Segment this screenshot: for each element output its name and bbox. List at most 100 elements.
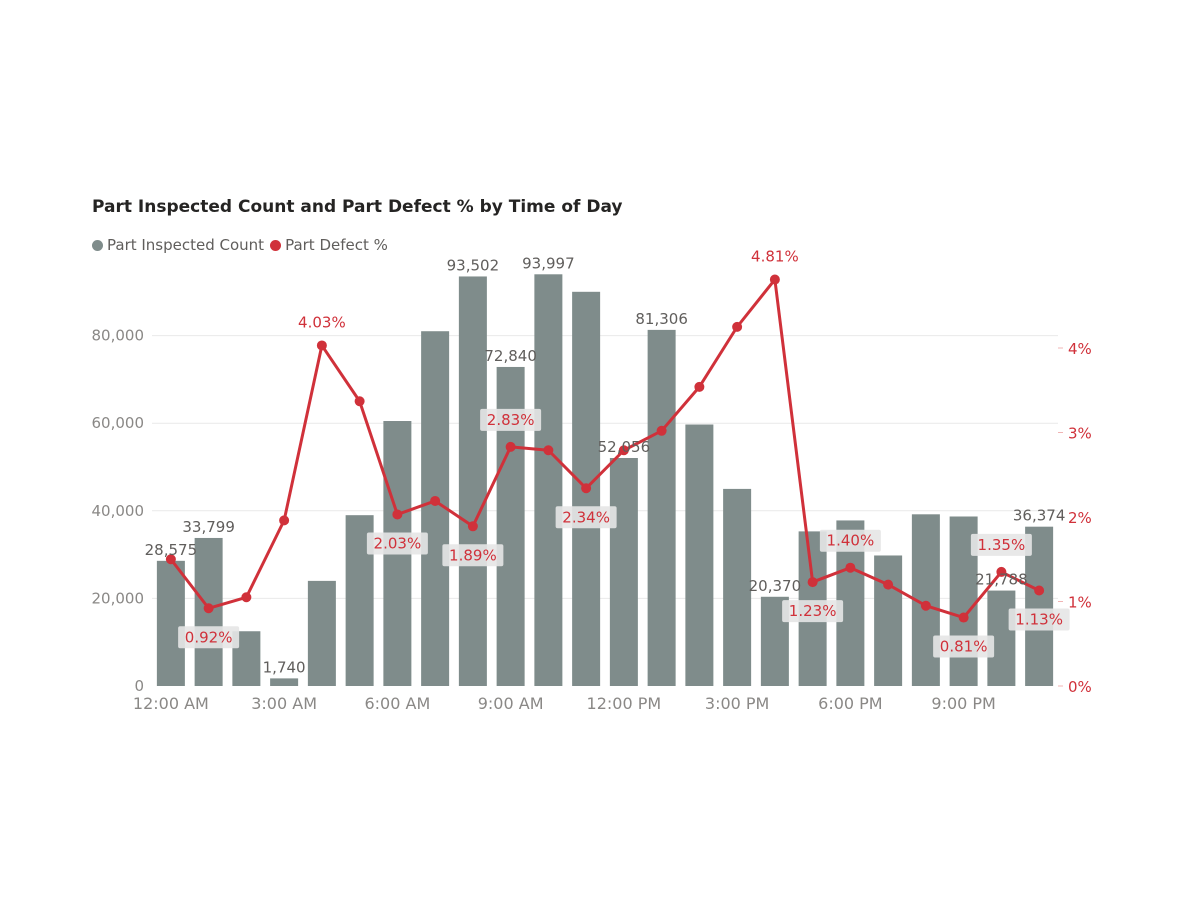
bar[interactable] (723, 488, 752, 686)
y-left-tick-label: 0 (134, 677, 144, 695)
line-point[interactable] (883, 579, 894, 590)
bars (156, 274, 1054, 686)
legend-marker-defect (270, 239, 282, 251)
x-tick-label: 6:00 AM (364, 694, 430, 713)
bar[interactable] (458, 276, 487, 686)
line-point[interactable] (958, 612, 969, 623)
x-tick-label: 12:00 AM (133, 694, 209, 713)
bar-data-label: 1,740 (263, 658, 306, 676)
bar-data-label: 52,056 (598, 438, 651, 456)
bar[interactable] (647, 329, 676, 686)
line-point[interactable] (656, 425, 667, 436)
bar-data-label: 20,370 (749, 577, 802, 595)
bar-data-label: 28,575 (145, 541, 198, 559)
x-tick-label: 3:00 AM (251, 694, 317, 713)
line-data-label: 2.34% (562, 508, 610, 526)
line-point[interactable] (807, 577, 818, 588)
line-data-label: 0.92% (185, 628, 233, 646)
bar[interactable] (270, 678, 299, 686)
bar[interactable] (156, 560, 185, 686)
bar-data-label: 81,306 (635, 310, 688, 328)
legend: Part Inspected Count Part Defect % (92, 236, 394, 254)
y-left-tick-label: 20,000 (92, 589, 145, 607)
line-point[interactable] (430, 495, 441, 506)
line-point[interactable] (316, 340, 327, 351)
line-point[interactable] (354, 396, 365, 407)
line-data-label: 0.81% (940, 638, 988, 656)
defect-line-path (169, 278, 1040, 620)
line-data-label: 4.81% (751, 248, 799, 266)
defect-line (165, 274, 1045, 623)
bar[interactable] (874, 555, 903, 686)
legend-label-count: Part Inspected Count (107, 236, 265, 254)
line-point[interactable] (920, 600, 931, 611)
line-data-label-bg (1008, 608, 1070, 631)
bar[interactable] (534, 274, 563, 686)
x-tick-label: 9:00 PM (931, 694, 995, 713)
line-data-label-bg (178, 626, 240, 649)
y-right-tick-label: 0% (1068, 678, 1092, 696)
line-point[interactable] (769, 274, 780, 285)
gridlines (152, 335, 1058, 599)
bar-data-label: 93,997 (522, 254, 575, 272)
line-point[interactable] (543, 445, 554, 456)
bar-data-label: 36,374 (1013, 507, 1066, 525)
bar[interactable] (307, 580, 336, 686)
line-point[interactable] (165, 554, 176, 565)
y-right-tick-label: 4% (1068, 340, 1092, 358)
bar-data-labels: 28,575 33,799 1,740 93,502 72,840 93,997 52,05… (145, 254, 1066, 676)
y-right-tick-label: 3% (1068, 425, 1092, 443)
line-point[interactable] (996, 566, 1007, 577)
bar-data-label: 93,502 (447, 256, 500, 274)
bar[interactable] (685, 424, 714, 686)
y-left-tick-label: 60,000 (92, 414, 145, 432)
legend-label-defect: Part Defect % (285, 236, 388, 254)
line-point[interactable] (505, 441, 516, 452)
y-right-tick-label: 2% (1068, 509, 1092, 527)
line-data-label: 1.89% (449, 546, 497, 564)
x-tick-label: 12:00 PM (587, 694, 662, 713)
legend-item-count[interactable]: Part Inspected Count (92, 236, 264, 254)
line-point[interactable] (581, 483, 592, 494)
line-point[interactable] (467, 521, 478, 532)
line-point[interactable] (392, 509, 403, 520)
line-data-label: 1.13% (1015, 611, 1063, 629)
line-data-label-bg (480, 408, 542, 431)
line-data-label: 4.03% (298, 313, 346, 331)
line-point[interactable] (241, 592, 252, 603)
x-tick-label: 3:00 PM (705, 694, 769, 713)
y-right-tick-label: 1% (1068, 594, 1092, 612)
line-point[interactable] (279, 515, 290, 526)
line-point[interactable] (694, 381, 705, 392)
line-data-label-bg (555, 506, 617, 529)
line-data-label: 2.83% (487, 411, 535, 429)
line-point[interactable] (845, 562, 856, 573)
line-data-label-bg (819, 529, 881, 552)
line-data-label-bg (970, 533, 1032, 556)
line-data-label: 2.03% (374, 534, 422, 552)
line-data-labels: 0.92% 4.03% 2.03% 1.89% 2.83% 2.34% 4.81% 1.23%… (178, 248, 1070, 658)
axes: 0 20,000 40,000 60,000 80,000 0% 1% 2% 3% 4% 12:00… (92, 327, 1092, 713)
line-point[interactable] (732, 321, 743, 332)
y-left-tick-label: 80,000 (92, 327, 145, 345)
bar-data-label: 33,799 (182, 518, 235, 536)
bar-data-label: 72,840 (484, 347, 537, 365)
bar[interactable] (609, 457, 638, 686)
x-tick-label: 9:00 AM (478, 694, 544, 713)
legend-item-defect[interactable]: Part Defect % (270, 236, 388, 254)
line-point[interactable] (1034, 585, 1045, 596)
line-data-label-bg (933, 635, 995, 658)
bar-data-label: 21,788 (975, 571, 1028, 589)
line-point[interactable] (618, 445, 629, 456)
chart-title: Part Inspected Count and Part Defect % b… (92, 197, 623, 217)
x-tick-label: 6:00 PM (818, 694, 882, 713)
line-data-label-bg (782, 600, 844, 623)
line-data-label-bg (442, 544, 504, 567)
line-data-label: 1.23% (789, 602, 837, 620)
line-point[interactable] (203, 603, 214, 614)
legend-marker-count (92, 239, 103, 251)
y-left-tick-label: 40,000 (92, 502, 145, 520)
line-data-label-bg (366, 532, 428, 555)
line-data-label: 1.35% (978, 536, 1026, 554)
